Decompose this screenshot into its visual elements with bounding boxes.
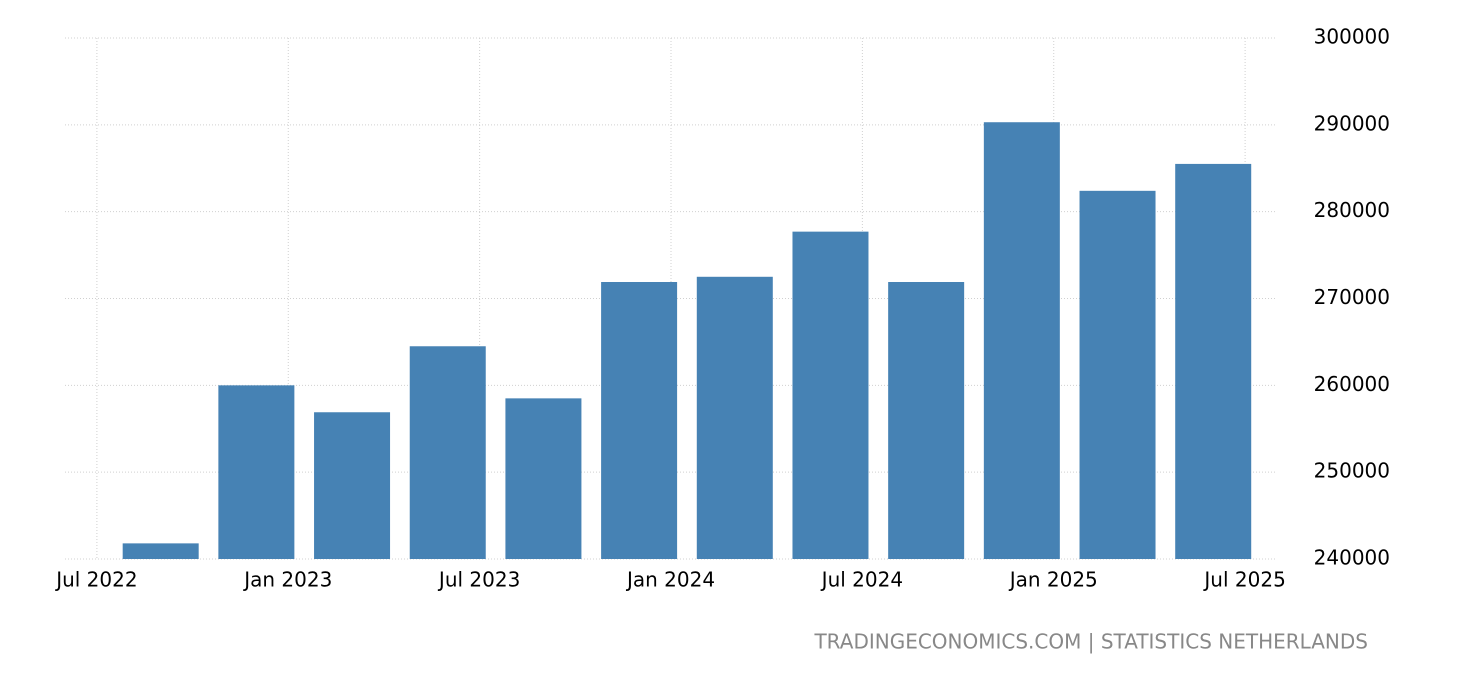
x-tick-label: Jan 2023 bbox=[242, 568, 332, 592]
x-tick-label: Jul 2025 bbox=[1202, 568, 1285, 592]
bar bbox=[792, 231, 869, 559]
y-tick-label: 280000 bbox=[1314, 198, 1390, 222]
y-tick-label: 290000 bbox=[1314, 111, 1390, 135]
y-tick-label: 250000 bbox=[1314, 459, 1390, 483]
bar bbox=[1079, 190, 1156, 559]
bar bbox=[409, 346, 486, 559]
y-tick-label: 260000 bbox=[1314, 372, 1390, 396]
x-tick-label: Jul 2023 bbox=[437, 568, 520, 592]
source: TRADINGECONOMICS.COM | STATISTICS NETHER… bbox=[813, 630, 1368, 654]
y-tick-label: 300000 bbox=[1314, 25, 1390, 49]
bar bbox=[314, 412, 391, 559]
x-tick-label: Jan 2025 bbox=[1008, 568, 1098, 592]
bar bbox=[696, 276, 773, 559]
bar bbox=[218, 385, 295, 559]
y-tick-label: 240000 bbox=[1314, 546, 1390, 570]
bar bbox=[601, 282, 678, 559]
bar bbox=[983, 122, 1060, 559]
y-tick-label: 270000 bbox=[1314, 285, 1390, 309]
bar bbox=[505, 398, 582, 559]
x-tick-label: Jul 2024 bbox=[820, 568, 903, 592]
bar bbox=[1175, 163, 1252, 560]
x-tick-label: Jan 2024 bbox=[625, 568, 715, 592]
bar bbox=[888, 282, 965, 559]
x-tick-label: Jul 2022 bbox=[54, 568, 137, 592]
bar bbox=[122, 543, 199, 559]
